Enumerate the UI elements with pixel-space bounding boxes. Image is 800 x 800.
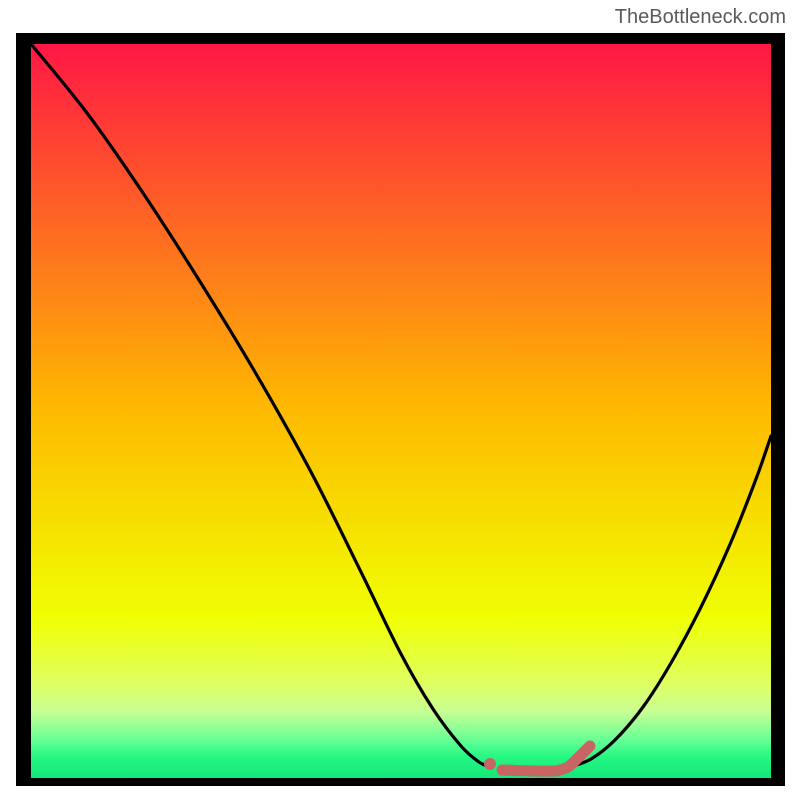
bottleneck-curve-left [31, 44, 490, 767]
marker-segment-2 [556, 746, 590, 771]
attribution-text: TheBottleneck.com [615, 6, 786, 29]
chart-container: TheBottleneck.com [0, 0, 800, 800]
plot-frame [16, 33, 785, 786]
curve-overlay [31, 44, 771, 778]
bottleneck-curve-right [570, 436, 771, 767]
marker-dot-icon [484, 758, 496, 770]
plot-area [31, 44, 771, 778]
marker-segment-1 [502, 770, 556, 771]
